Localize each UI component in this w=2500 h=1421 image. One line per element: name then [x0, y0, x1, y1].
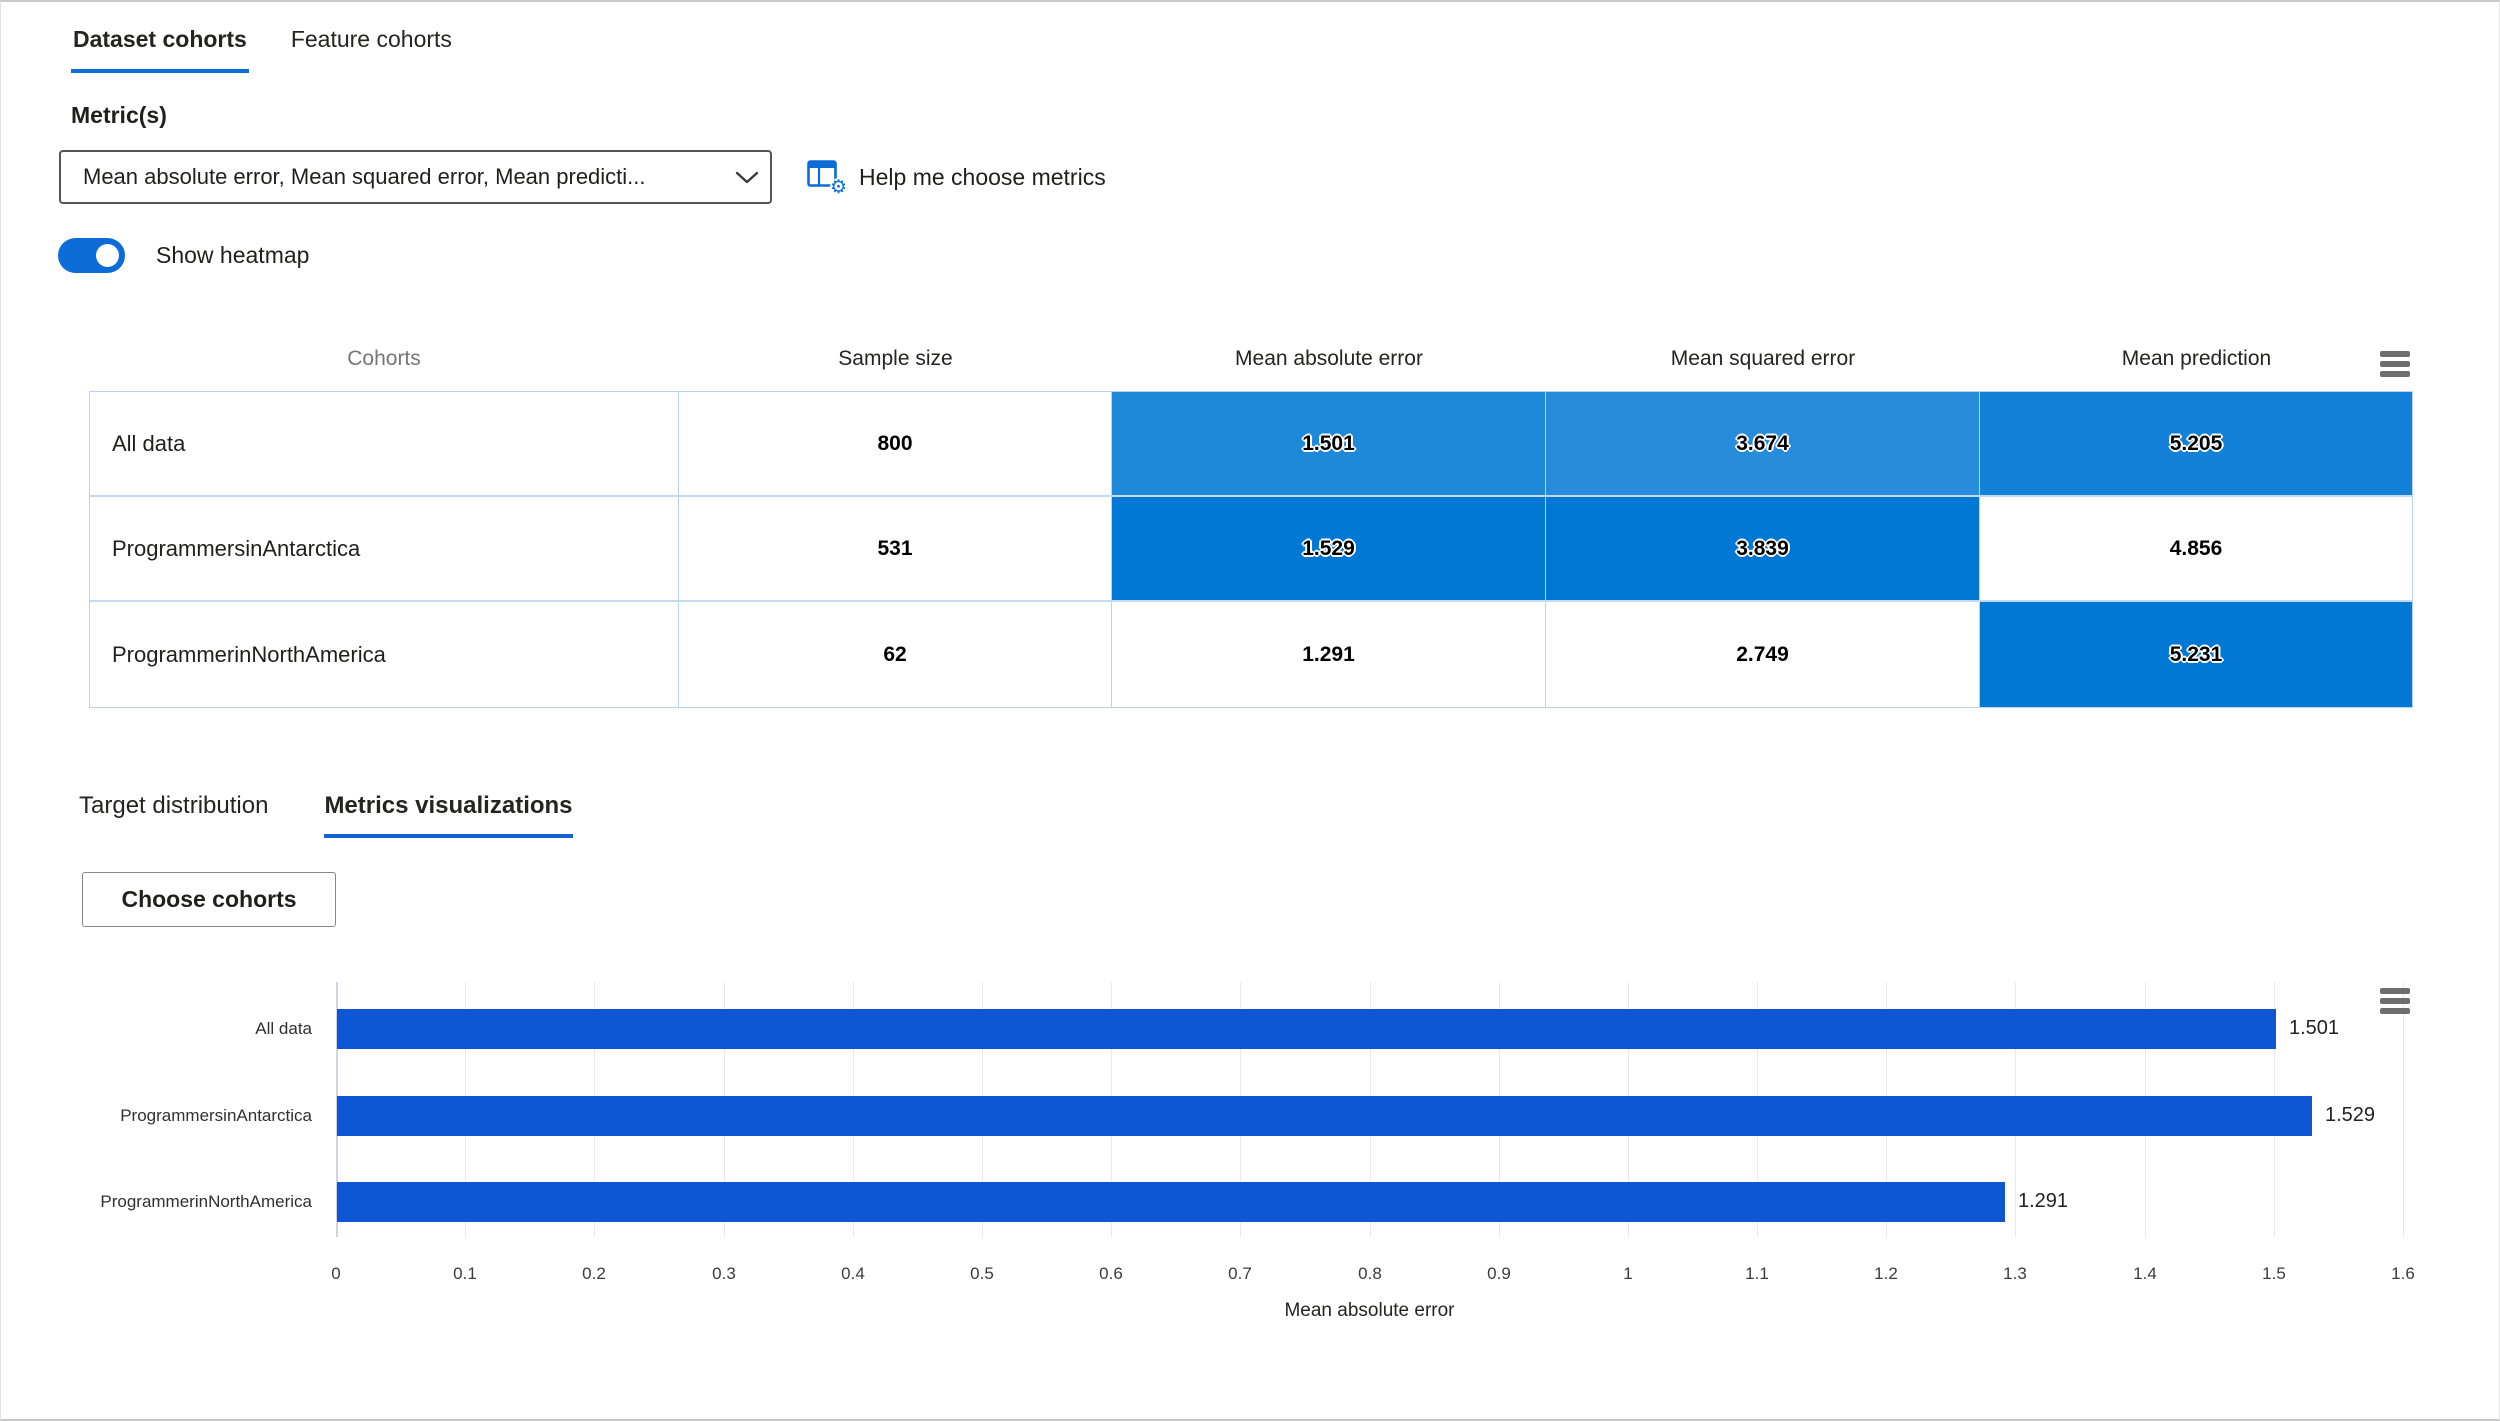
visualization-pivot: Target distribution Metrics visualizatio…: [79, 782, 573, 838]
x-tick-label: 0.9: [1487, 1264, 1511, 1283]
bar-programmersinantarctica[interactable]: [337, 1095, 2312, 1136]
table-cell-sample-size: 531: [679, 497, 1112, 602]
x-tick-label: 1.1: [1745, 1264, 1769, 1283]
table-cell-mse: 3.674: [1546, 392, 1980, 497]
table-cell-mae: 1.501: [1112, 392, 1546, 497]
tab-feature-cohorts[interactable]: Feature cohorts: [289, 10, 454, 73]
chart-category-label: ProgrammerinNorthAmerica: [100, 1192, 312, 1211]
x-tick-label: 1.4: [2133, 1264, 2157, 1283]
chevron-down-icon: [724, 171, 770, 184]
x-tick-label: 1.5: [2262, 1264, 2286, 1283]
metrics-dropdown-value: Mean absolute error, Mean squared error,…: [83, 164, 646, 189]
chart-x-axis-ticks: 0 0.1 0.2 0.3 0.4 0.5 0.6 0.7 0.8 0.9 1 1.1 1.2 1.3 1.…: [331, 1264, 2415, 1288]
table-cell-mse: 3.839: [1546, 497, 1980, 602]
cohort-metrics-table: All data 800 1.501 3.674 5.205 Programme…: [89, 391, 2413, 708]
table-row-cohort-name: ProgrammersinAntarctica: [90, 497, 679, 602]
column-header-mean-prediction: Mean prediction: [2121, 347, 2272, 370]
x-tick-label: 1.3: [2003, 1264, 2027, 1283]
help-me-choose-metrics-label: Help me choose metrics: [859, 163, 1106, 190]
chart-plot-area: 1.501 All data 1.529 ProgrammersinAntarctic…: [100, 982, 2404, 1237]
table-menu-icon[interactable]: [2380, 351, 2410, 377]
column-header-mae: Mean absolute error: [1235, 347, 1423, 370]
chart-category-label: All data: [255, 1019, 312, 1038]
chart-category-label: ProgrammersinAntarctica: [120, 1105, 312, 1125]
table-cell-mean-prediction: 5.231: [1980, 602, 2412, 707]
x-tick-label: 0.8: [1358, 1264, 1382, 1283]
column-header-cohorts: Cohorts: [347, 347, 421, 370]
table-header-row: Cohorts Sample size Mean absolute error …: [89, 340, 2413, 378]
table-cell-sample-size: 800: [679, 392, 1112, 497]
bar-value-label: 1.291: [2018, 1190, 2069, 1212]
table-cell-mse: 2.749: [1546, 602, 1980, 707]
gear-icon: ⚙: [829, 177, 847, 198]
column-header-sample-size: Sample size: [838, 347, 953, 370]
metrics-field-label: Metric(s): [71, 102, 167, 128]
x-tick-label: 1: [1623, 1264, 1633, 1283]
column-header-mse: Mean squared error: [1670, 347, 1856, 370]
x-tick-label: 1.6: [2391, 1264, 2415, 1283]
chart-menu-icon[interactable]: [2380, 988, 2410, 1014]
show-heatmap-toggle[interactable]: [58, 238, 125, 273]
bar-all-data[interactable]: [337, 1009, 2276, 1049]
tab-dataset-cohorts-label: Dataset cohorts: [73, 26, 247, 52]
x-tick-label: 0.2: [582, 1264, 606, 1283]
bar-value-label: 1.501: [2289, 1017, 2340, 1039]
x-tick-label: 1.2: [1874, 1264, 1898, 1283]
tab-target-distribution[interactable]: Target distribution: [79, 782, 268, 838]
bar-programmerinnorthamerica[interactable]: [337, 1182, 2005, 1222]
tab-metrics-visualizations-label: Metrics visualizations: [324, 792, 573, 819]
table-cell-mae: 1.291: [1112, 602, 1546, 707]
table-cell-sample-size: 62: [679, 602, 1112, 707]
gridline: [2403, 982, 2404, 1237]
x-tick-label: 0.7: [1228, 1264, 1252, 1283]
x-tick-label: 0.3: [712, 1264, 736, 1283]
table-cell-mean-prediction: 5.205: [1980, 392, 2412, 497]
help-me-choose-metrics-link[interactable]: ⚙ Help me choose metrics: [807, 150, 1106, 204]
table-row-cohort-name: ProgrammerinNorthAmerica: [90, 602, 679, 707]
tab-target-distribution-label: Target distribution: [79, 792, 269, 819]
tab-feature-cohorts-label: Feature cohorts: [290, 26, 452, 52]
x-tick-label: 0.5: [970, 1264, 994, 1283]
show-heatmap-label: Show heatmap: [156, 242, 310, 268]
x-tick-label: 0.6: [1099, 1264, 1123, 1283]
toggle-knob: [96, 244, 119, 267]
choose-cohorts-button[interactable]: Choose cohorts: [82, 872, 336, 927]
table-cell-mean-prediction: 4.856: [1980, 497, 2412, 602]
x-tick-label: 0.4: [841, 1264, 865, 1283]
chart-x-axis-title: Mean absolute error: [1284, 1300, 1455, 1321]
tab-dataset-cohorts[interactable]: Dataset cohorts: [71, 10, 249, 73]
table-cell-mae: 1.529: [1112, 497, 1546, 602]
cohort-type-pivot: Dataset cohorts Feature cohorts: [71, 10, 454, 73]
x-tick-label: 0.1: [453, 1264, 477, 1283]
tab-metrics-visualizations[interactable]: Metrics visualizations: [324, 782, 573, 838]
metrics-dropdown[interactable]: Mean absolute error, Mean squared error,…: [59, 150, 772, 204]
column-settings-icon: ⚙: [807, 160, 847, 197]
metrics-bar-chart: 1.501 All data 1.529 ProgrammersinAntarctic…: [1, 962, 2499, 1382]
table-row-cohort-name: All data: [90, 392, 679, 497]
x-tick-label: 0: [331, 1264, 341, 1283]
bar-value-label: 1.529: [2325, 1103, 2376, 1126]
